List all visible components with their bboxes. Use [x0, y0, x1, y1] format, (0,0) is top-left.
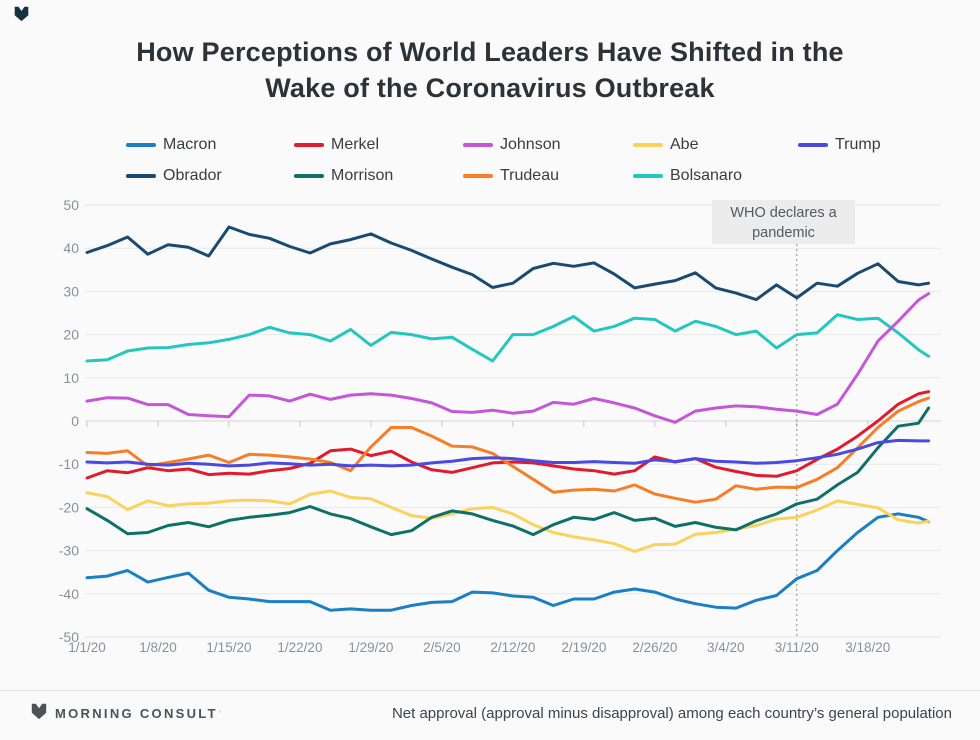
page-title: How Perceptions of World Leaders Have Sh…	[0, 34, 980, 106]
x-axis-label: 2/5/20	[423, 640, 461, 655]
who-pandemic-annotation: WHO declares a pandemic	[712, 200, 855, 244]
legend-label: Johnson	[500, 136, 561, 153]
morning-consult-logo: MORNING CONSULT ’	[30, 702, 221, 725]
page-title-line2: Wake of the Coronavirus Outbreak	[265, 73, 715, 103]
series-line-trudeau	[85, 396, 931, 504]
chart-area: 50 40 30 20 10 0 -10 -20 -30 -40 -50 1/1/20 1/8/20 1/…	[0, 195, 980, 680]
y-axis-label: 50	[63, 197, 79, 213]
legend-item-abe[interactable]: Abe	[633, 134, 798, 156]
x-axis-label: 3/18/20	[845, 640, 890, 655]
legend-swatch-obrador	[126, 174, 156, 178]
x-axis-label: 1/29/20	[348, 640, 393, 655]
legend-item-trudeau[interactable]: Trudeau	[463, 165, 633, 187]
x-axis-label: 1/1/20	[68, 640, 106, 655]
legend-label: Abe	[670, 136, 699, 153]
y-axis-label: 20	[63, 327, 79, 343]
x-axis-label: 2/26/20	[632, 640, 677, 655]
series-line-abe	[85, 489, 931, 553]
series-line-obrador	[85, 225, 931, 302]
x-axis-label: 1/8/20	[139, 640, 177, 655]
legend-label: Trudeau	[500, 167, 559, 184]
series-line-macron	[85, 512, 931, 612]
x-axis-label: 2/19/20	[561, 640, 606, 655]
x-axis-label: 3/4/20	[707, 640, 745, 655]
legend-swatch-bolsanaro	[633, 174, 663, 178]
morning-consult-logo-text: MORNING CONSULT	[55, 706, 218, 721]
page-title-line1: How Perceptions of World Leaders Have Sh…	[136, 37, 844, 67]
legend-item-morrison[interactable]: Morrison	[294, 165, 463, 187]
legend-swatch-morrison	[294, 174, 324, 178]
y-axis-label: -40	[59, 586, 79, 602]
y-axis-label: 30	[63, 283, 79, 299]
legend-label: Trump	[835, 136, 881, 153]
x-axis-label: 2/12/20	[490, 640, 535, 655]
legend-item-bolsanaro[interactable]: Bolsanaro	[633, 165, 798, 187]
y-axis-label: 40	[63, 240, 79, 256]
legend-swatch-johnson	[463, 143, 493, 147]
annotation-line2: pandemic	[752, 225, 815, 241]
legend-swatch-macron	[126, 143, 156, 147]
legend-item-merkel[interactable]: Merkel	[294, 134, 463, 156]
x-axis-label: 1/15/20	[206, 640, 251, 655]
legend-label: Bolsanaro	[670, 167, 743, 184]
legend-label: Macron	[163, 136, 217, 153]
legend-swatch-abe	[633, 143, 663, 147]
chart-legend: Macron Merkel Johnson Abe Trump Obrador Morris…	[126, 134, 881, 187]
legend-swatch-trump	[798, 143, 828, 147]
legend-label: Morrison	[331, 167, 394, 184]
legend-item-trump[interactable]: Trump	[798, 134, 881, 156]
y-axis-label: -30	[59, 543, 79, 559]
series-line-merkel	[85, 390, 931, 480]
y-axis-label: -20	[59, 499, 79, 515]
legend-item-obrador[interactable]: Obrador	[126, 165, 294, 187]
x-axis-label: 3/11/20	[775, 640, 819, 655]
series-line-trump	[85, 438, 931, 468]
footer-divider	[0, 690, 980, 691]
legend-label: Obrador	[163, 167, 222, 184]
x-axis-label: 1/22/20	[277, 640, 322, 655]
y-axis-label: -10	[59, 456, 79, 472]
logo-trademark: ’	[218, 708, 221, 719]
legend-item-johnson[interactable]: Johnson	[463, 134, 633, 156]
chart-source-note: Net approval (approval minus disapproval…	[391, 705, 952, 722]
legend-swatch-trudeau	[463, 174, 493, 178]
y-axis-label: -50	[59, 629, 79, 645]
y-axis-label: 10	[63, 370, 79, 386]
y-axis-label: 0	[71, 413, 79, 429]
morning-consult-logo-icon	[30, 702, 48, 725]
legend-swatch-merkel	[294, 143, 324, 147]
series-line-morrison	[85, 406, 931, 537]
annotation-line1: WHO declares a	[730, 205, 837, 221]
series-line-johnson	[85, 292, 931, 424]
morning-consult-corner-mark-icon	[13, 5, 30, 22]
legend-item-macron[interactable]: Macron	[126, 134, 294, 156]
approval-line-chart: 50 40 30 20 10 0 -10 -20 -30 -40 -501/1/20 1/8/20 1/…	[59, 197, 941, 655]
legend-label: Merkel	[331, 136, 380, 153]
series-line-bolsanaro	[85, 313, 931, 363]
